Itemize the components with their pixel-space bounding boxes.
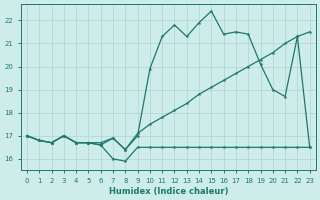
X-axis label: Humidex (Indice chaleur): Humidex (Indice chaleur) [108,187,228,196]
